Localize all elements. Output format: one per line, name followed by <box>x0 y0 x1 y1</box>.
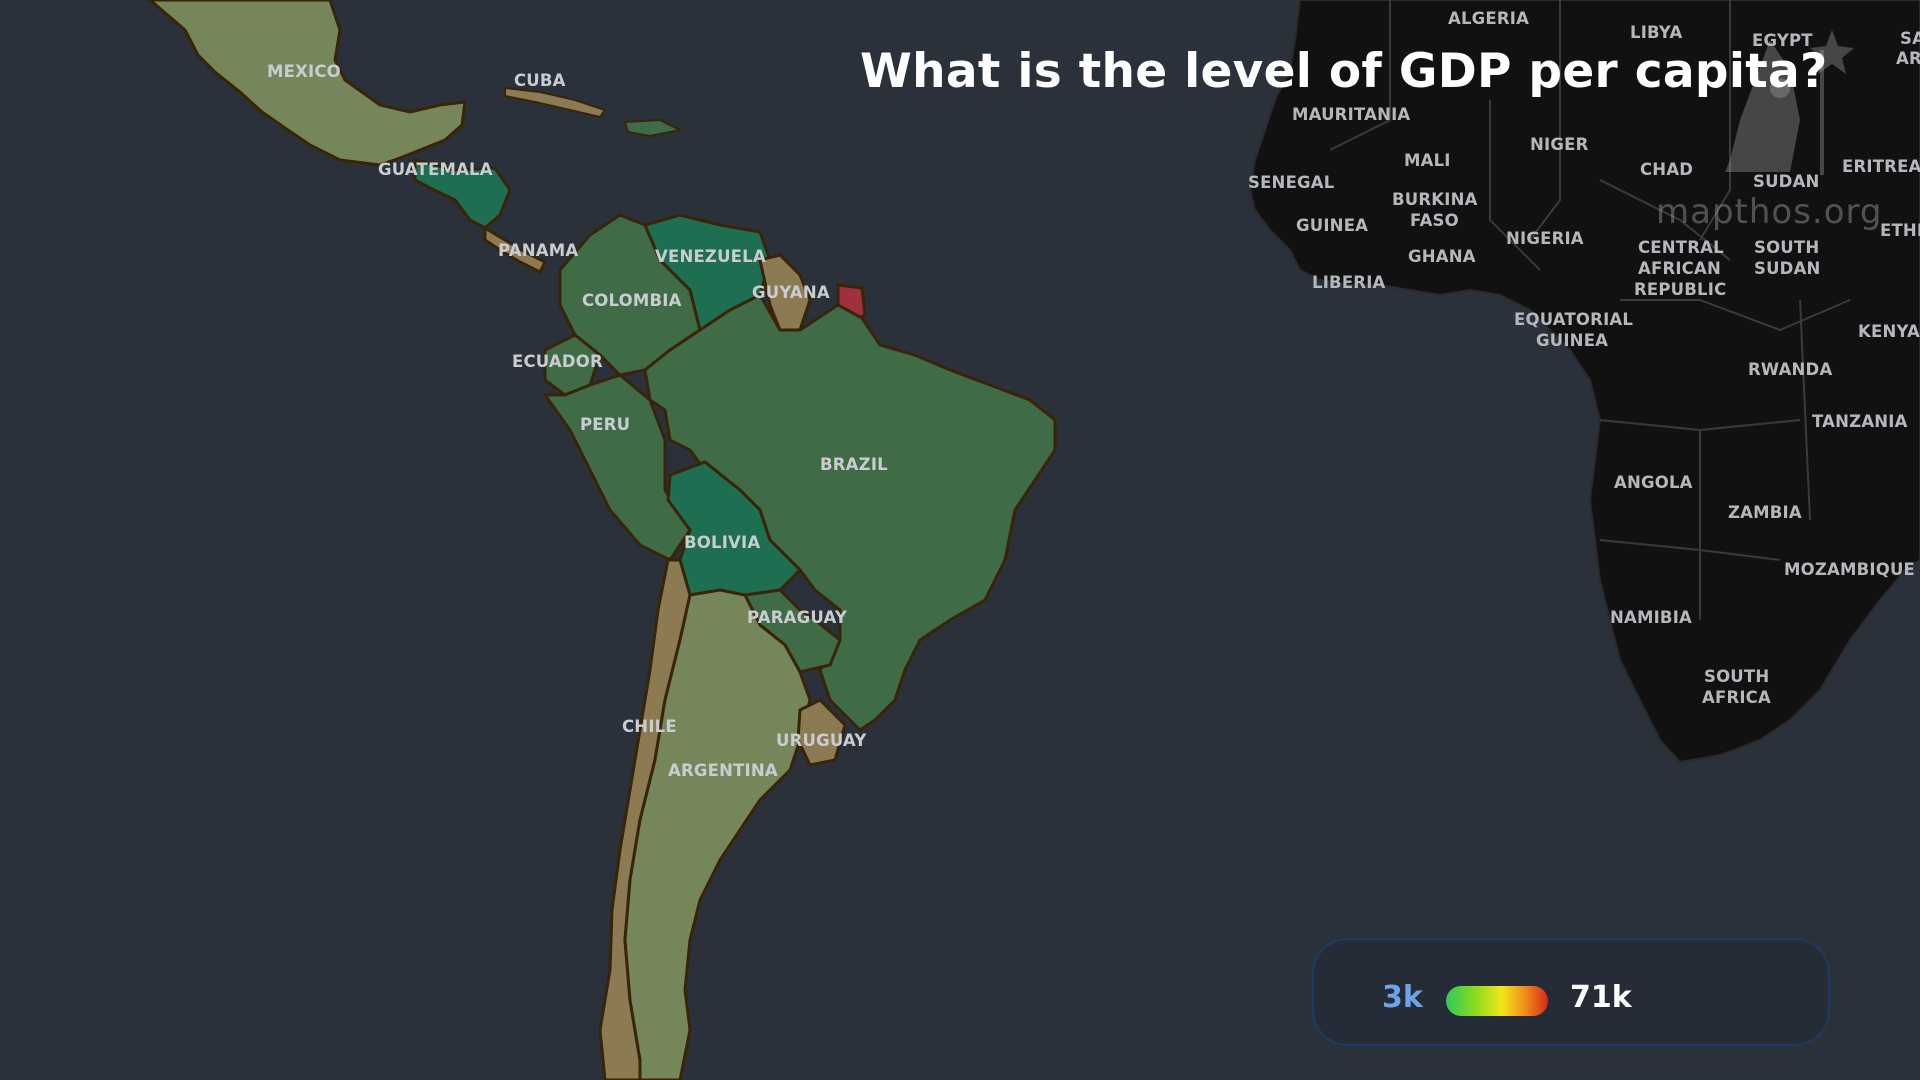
legend-color-scale <box>1446 986 1548 1016</box>
label-peru: PERU <box>580 415 630 434</box>
label-ar-partial: AR <box>1896 49 1920 68</box>
label-uruguay: URUGUAY <box>776 731 867 750</box>
label-tanzania: TANZANIA <box>1812 412 1908 431</box>
label-central: CENTRAL <box>1638 238 1724 257</box>
africa-landmass <box>1248 0 1920 764</box>
uruguay-region <box>796 698 847 767</box>
label-eritrea: ERITREA <box>1842 157 1920 176</box>
legend-panel: 3k 71k <box>1312 938 1830 1046</box>
label-rwanda: RWANDA <box>1748 360 1832 379</box>
label-sudan: SUDAN <box>1753 172 1820 191</box>
label-guatemala: GUATEMALA <box>378 160 493 179</box>
hispaniola-region <box>623 118 684 138</box>
label-faso: FASO <box>1410 211 1459 230</box>
label-libya: LIBYA <box>1630 23 1682 42</box>
label-egypt: EGYPT <box>1752 31 1813 50</box>
argentina-region <box>623 588 812 1080</box>
page-title: What is the level of GDP per capita? <box>860 44 1828 99</box>
label-nigeria: NIGERIA <box>1506 229 1584 248</box>
label-south-africa-2: AFRICA <box>1702 688 1771 707</box>
label-venezuela: VENEZUELA <box>655 247 766 266</box>
label-ghana: GHANA <box>1408 247 1476 266</box>
label-african: AFRICAN <box>1638 259 1721 278</box>
label-mozambique: MOZAMBIQUE <box>1784 560 1915 579</box>
label-equatorial: EQUATORIAL <box>1514 310 1633 329</box>
label-chad: CHAD <box>1640 160 1693 179</box>
label-south-sudan-1: SOUTH <box>1754 238 1819 257</box>
label-republic: REPUBLIC <box>1634 280 1726 299</box>
label-south-sudan-2: SUDAN <box>1754 259 1821 278</box>
label-namibia: NAMIBIA <box>1610 608 1692 627</box>
label-equatorial-guinea: GUINEA <box>1536 331 1608 350</box>
cuba-region <box>504 86 607 119</box>
label-angola: ANGOLA <box>1614 473 1693 492</box>
label-cuba: CUBA <box>514 71 566 90</box>
label-mali: MALI <box>1404 151 1451 170</box>
label-chile: CHILE <box>622 717 677 736</box>
watermark: mapthos.org <box>1656 192 1883 232</box>
legend-max-label: 71k <box>1570 980 1632 1015</box>
label-guinea: GUINEA <box>1296 216 1368 235</box>
label-niger: NIGER <box>1530 135 1589 154</box>
label-liberia: LIBERIA <box>1312 273 1386 292</box>
label-bolivia: BOLIVIA <box>684 533 760 552</box>
label-brazil: BRAZIL <box>820 455 888 474</box>
label-paraguay: PARAGUAY <box>747 608 848 627</box>
wizard-logo-icon <box>1725 30 1854 175</box>
label-panama: PANAMA <box>498 241 578 260</box>
label-burkina: BURKINA <box>1392 190 1478 209</box>
label-argentina: ARGENTINA <box>668 761 778 780</box>
label-colombia: COLOMBIA <box>582 291 682 310</box>
label-mexico: MEXICO <box>267 62 341 81</box>
label-mauritania: MAURITANIA <box>1292 105 1410 124</box>
label-senegal: SENEGAL <box>1248 173 1335 192</box>
mexico-region <box>147 0 467 167</box>
legend-min-label: 3k <box>1382 980 1423 1015</box>
label-sa-partial: SA <box>1900 29 1920 48</box>
panama-region <box>483 225 548 275</box>
guyana-region <box>758 253 812 332</box>
label-kenya: KENYA <box>1858 322 1920 341</box>
label-algeria: ALGERIA <box>1448 9 1529 28</box>
label-guyana: GUYANA <box>752 283 830 302</box>
label-ecuador: ECUADOR <box>512 352 603 371</box>
label-ethiopia: ETHIOPI <box>1880 221 1920 240</box>
africa-borders <box>1329 0 1851 620</box>
label-zambia: ZAMBIA <box>1728 503 1802 522</box>
label-south-africa-1: SOUTH <box>1704 667 1769 686</box>
